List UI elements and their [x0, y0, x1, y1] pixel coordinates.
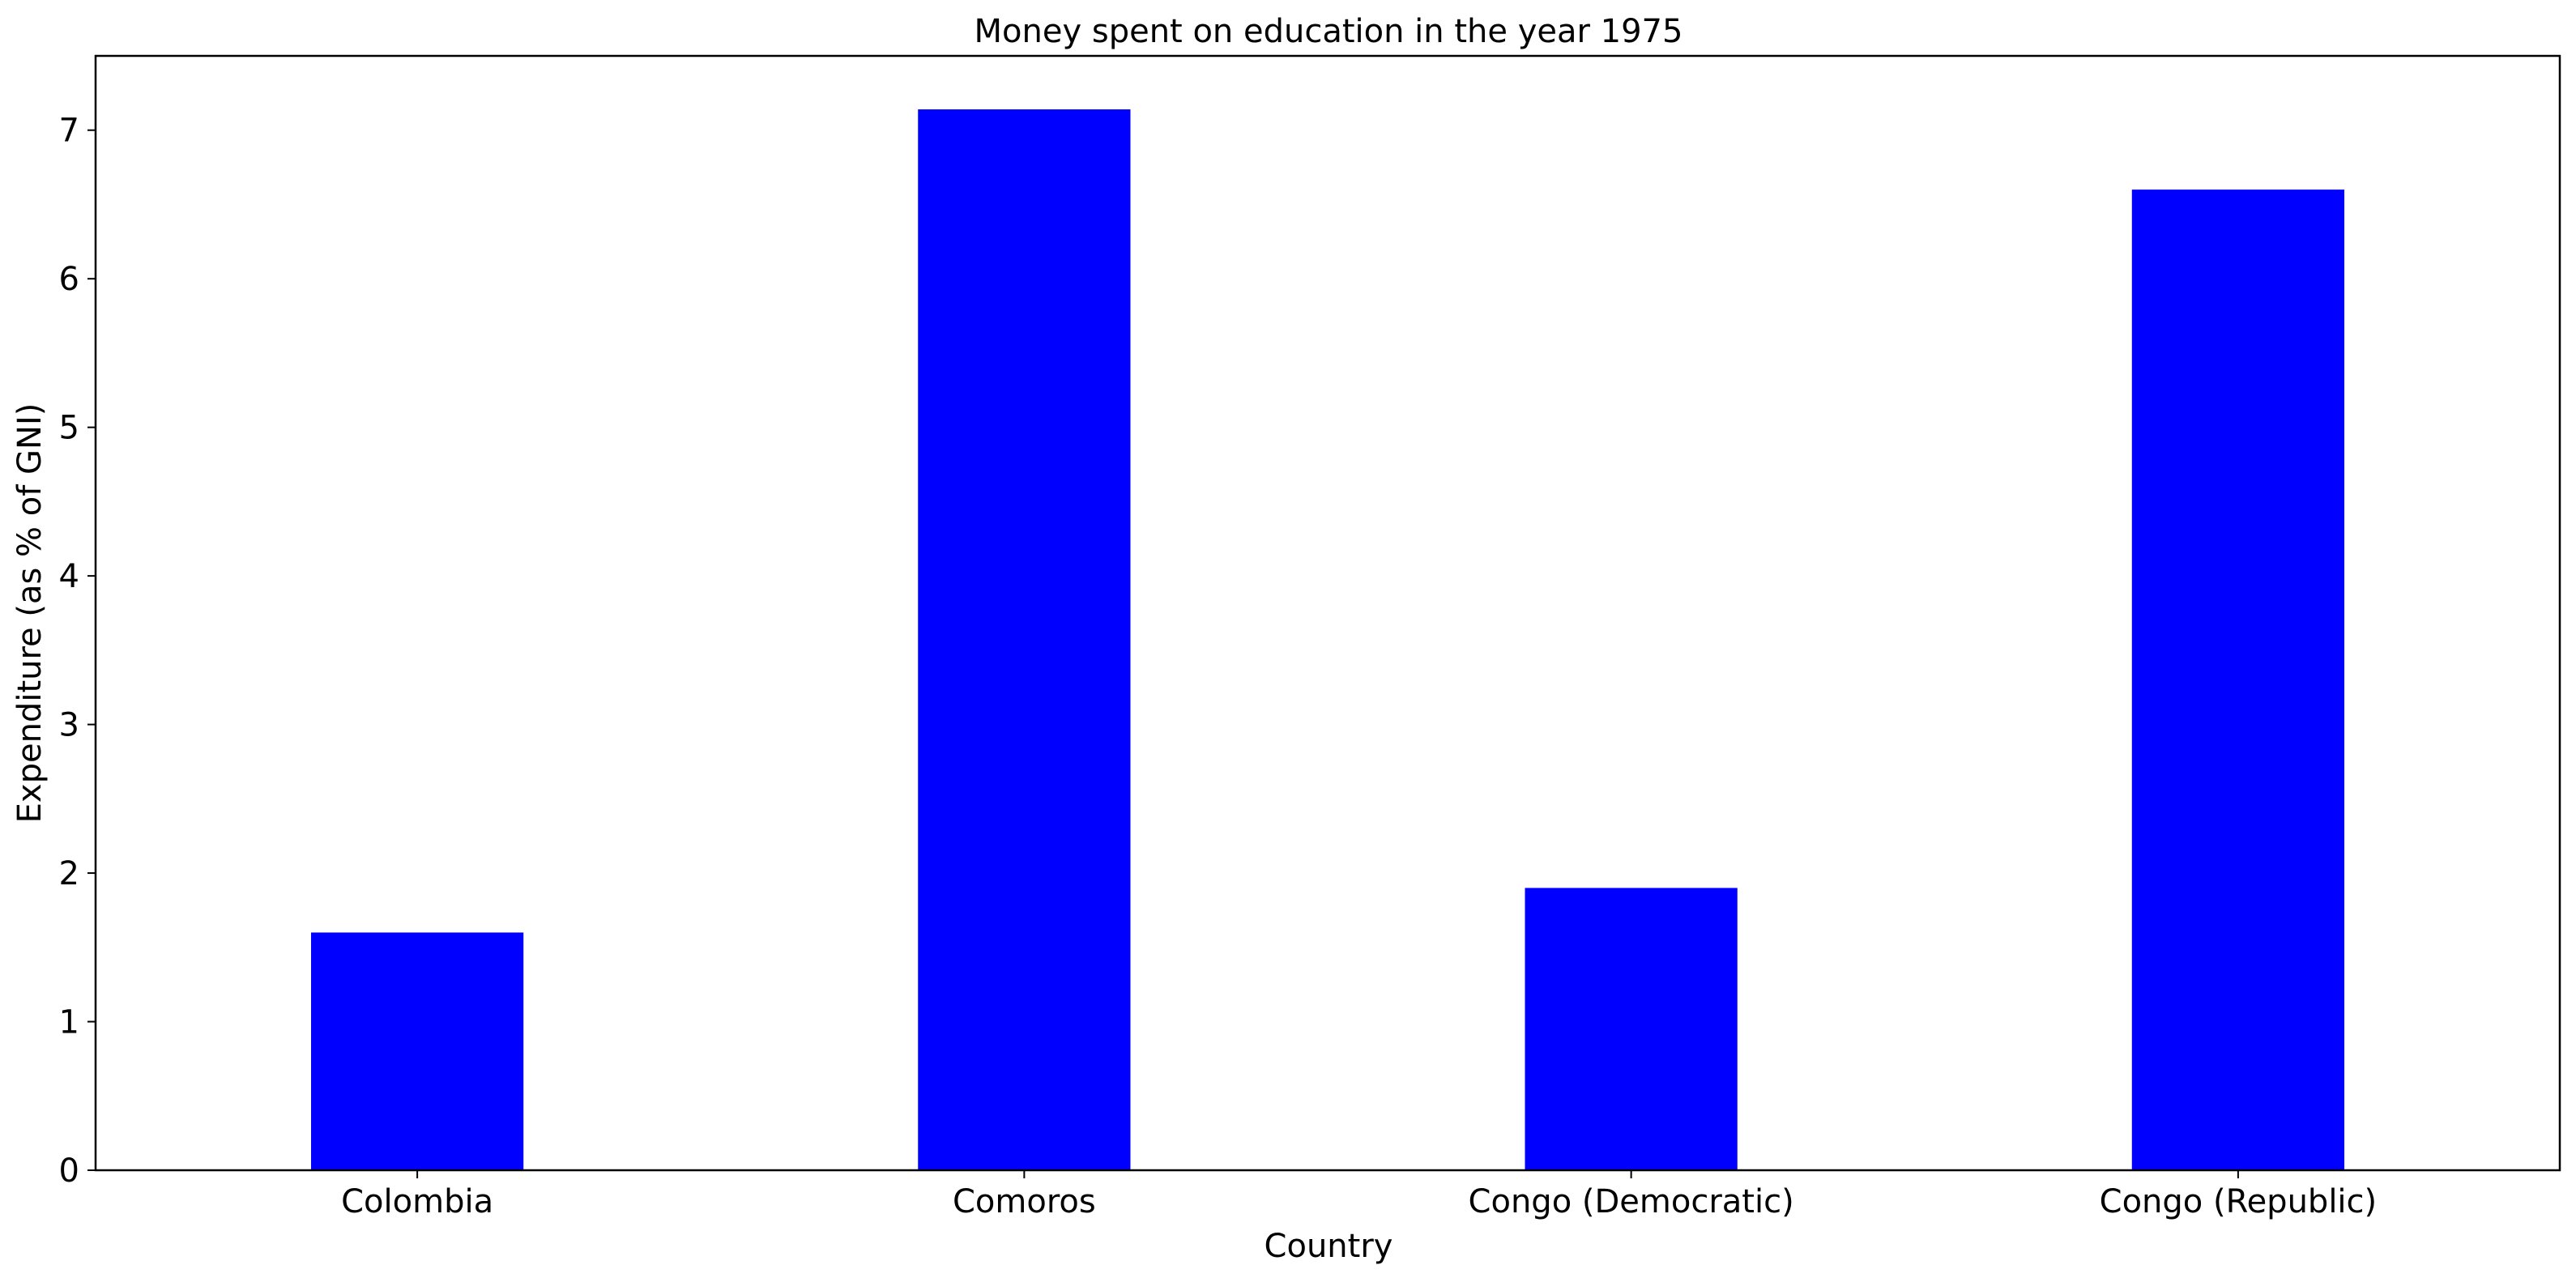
bars-group — [310, 109, 2345, 1171]
y-tick-label: 2 — [59, 855, 79, 892]
y-tick-label: 5 — [59, 410, 79, 447]
y-tick-label: 0 — [59, 1152, 79, 1190]
bar-congo-republic — [2131, 190, 2345, 1170]
x-tick-label: Congo (Republic) — [2100, 1183, 2378, 1220]
y-tick-label: 1 — [59, 1004, 79, 1041]
y-axis: 0 1 2 3 4 5 6 7 — [59, 113, 96, 1190]
y-tick-label: 4 — [59, 558, 79, 595]
bar-congo-democratic — [1525, 888, 1738, 1170]
chart-title: Money spent on education in the year 197… — [975, 13, 1683, 50]
axes-frame — [94, 54, 2561, 1172]
y-tick-label: 6 — [59, 261, 79, 298]
bar-colombia — [310, 932, 524, 1170]
y-tick-label: 3 — [59, 707, 79, 744]
x-tick-label: Comoros — [953, 1183, 1096, 1220]
x-tick-label: Colombia — [341, 1183, 493, 1220]
y-tick-label: 7 — [59, 113, 79, 150]
bar-comoros — [918, 109, 1131, 1171]
x-axis-label: Country — [1265, 1228, 1393, 1265]
y-axis-label: Expenditure (as % of GNI) — [11, 403, 49, 824]
x-axis: Colombia Comoros Congo (Democratic) Congo (… — [341, 1170, 2377, 1220]
x-tick-label: Congo (Democratic) — [1469, 1183, 1794, 1220]
